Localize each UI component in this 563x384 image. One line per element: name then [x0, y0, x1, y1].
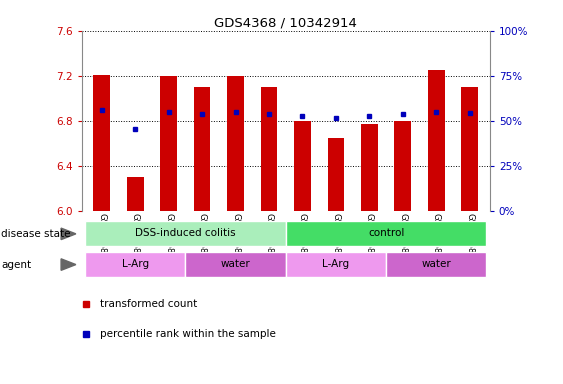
- Text: water: water: [221, 259, 251, 269]
- Text: agent: agent: [1, 260, 32, 270]
- Bar: [185, 252, 286, 277]
- Text: disease state: disease state: [1, 229, 70, 239]
- Text: transformed count: transformed count: [100, 298, 197, 308]
- Text: control: control: [368, 228, 404, 238]
- Polygon shape: [61, 259, 76, 270]
- Text: percentile rank within the sample: percentile rank within the sample: [100, 329, 276, 339]
- Bar: [127, 177, 144, 211]
- Polygon shape: [61, 228, 76, 240]
- Bar: [328, 138, 344, 211]
- Bar: [93, 75, 110, 211]
- Text: L-Arg: L-Arg: [122, 259, 149, 269]
- Bar: [461, 87, 478, 211]
- Bar: [227, 76, 244, 211]
- Bar: [386, 252, 486, 277]
- Bar: [428, 70, 445, 211]
- Bar: [361, 124, 378, 211]
- Bar: [85, 222, 286, 246]
- Bar: [395, 121, 411, 211]
- Bar: [286, 222, 486, 246]
- Bar: [294, 121, 311, 211]
- Bar: [261, 87, 278, 211]
- Bar: [286, 252, 386, 277]
- Bar: [85, 252, 185, 277]
- Title: GDS4368 / 10342914: GDS4368 / 10342914: [215, 17, 357, 30]
- Bar: [160, 76, 177, 211]
- Text: water: water: [421, 259, 451, 269]
- Bar: [194, 87, 211, 211]
- Text: L-Arg: L-Arg: [323, 259, 350, 269]
- Text: DSS-induced colitis: DSS-induced colitis: [135, 228, 236, 238]
